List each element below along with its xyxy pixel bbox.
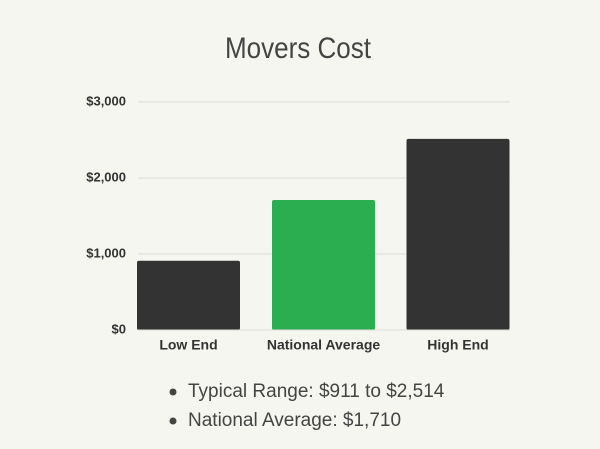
bullet — [169, 388, 177, 396]
bar — [137, 260, 240, 330]
y-tick-label: $0 — [112, 321, 126, 336]
note: National Average: $1,710 — [188, 410, 401, 431]
y-tick-label: $3,000 — [86, 93, 126, 108]
note: Typical Range: $911 to $2,514 — [188, 381, 445, 402]
chart-title: Movers Cost — [225, 32, 372, 65]
x-tick-label: High End — [427, 337, 488, 353]
y-tick-label: $1,000 — [86, 245, 126, 260]
bullet — [169, 417, 177, 425]
bar — [406, 138, 510, 330]
bar — [272, 200, 375, 330]
y-tick-label: $2,000 — [86, 169, 126, 184]
x-tick-label: Low End — [159, 337, 217, 353]
x-tick-label: National Average — [267, 337, 381, 353]
